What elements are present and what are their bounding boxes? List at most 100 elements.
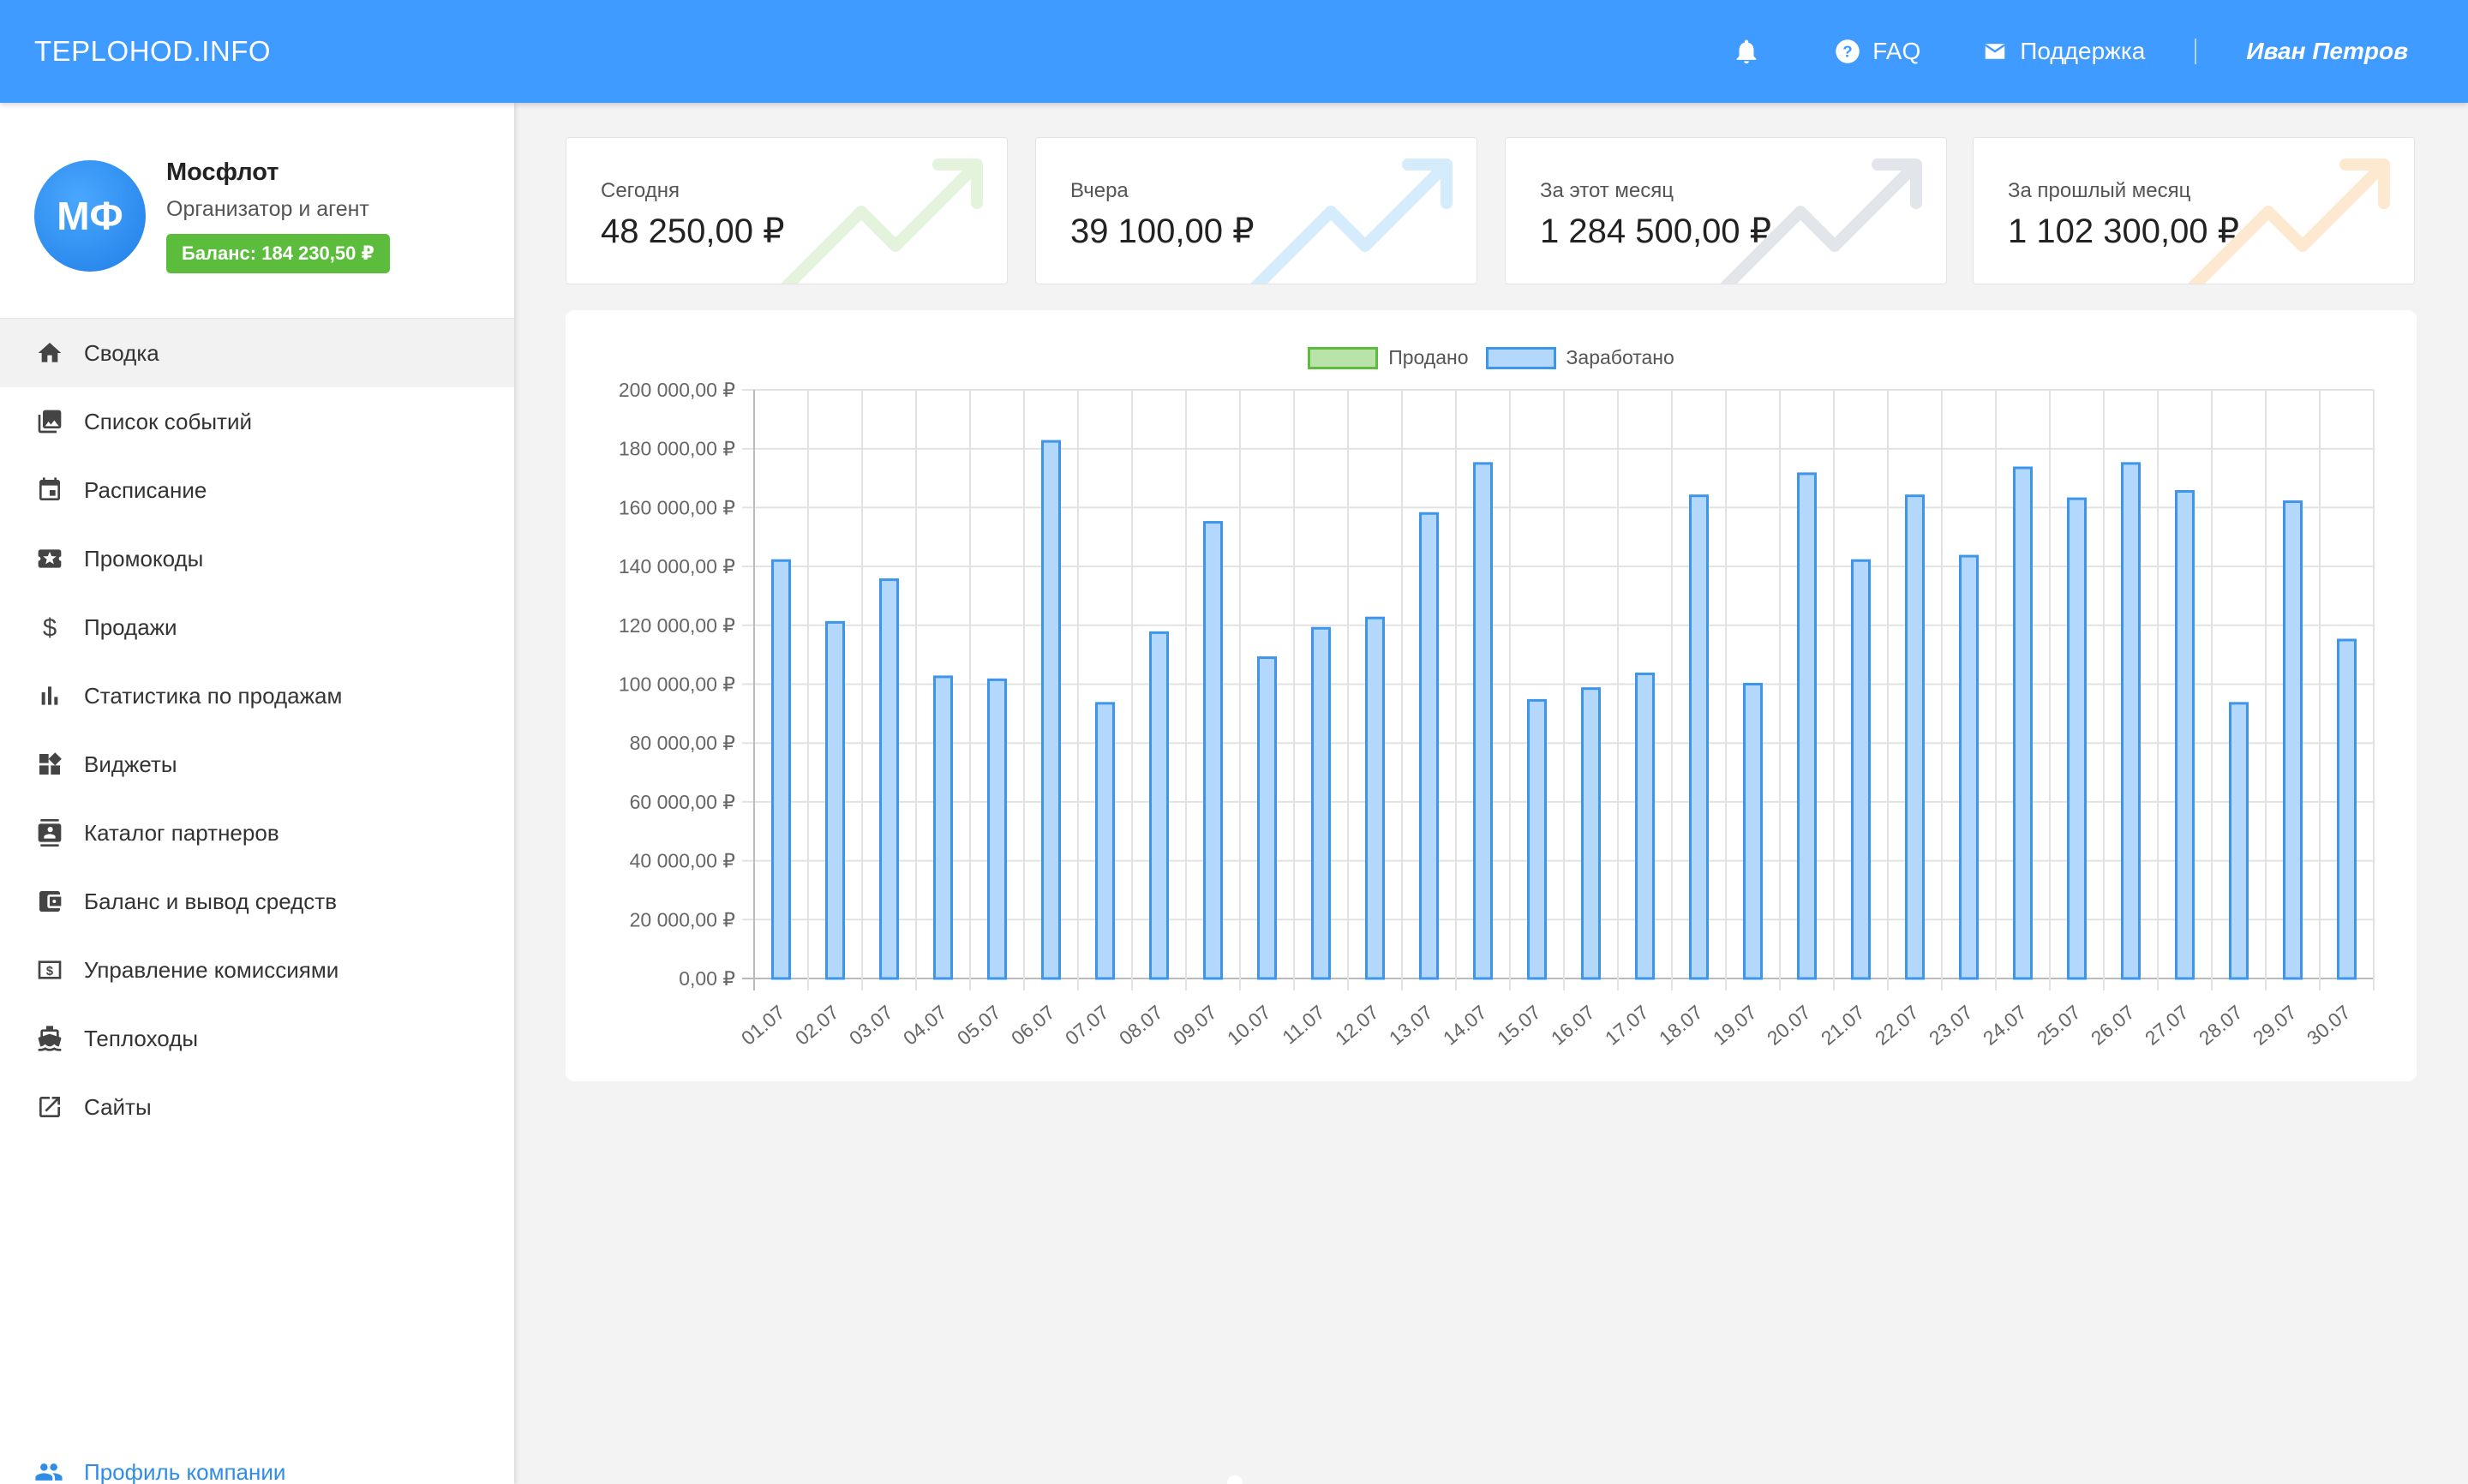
sidebar-item-sales[interactable]: $ Продажи xyxy=(0,593,514,661)
bar-earned xyxy=(1257,656,1277,980)
sidebar-item-label: Теплоходы xyxy=(84,1025,199,1051)
sidebar-item-label: Каталог партнеров xyxy=(84,819,279,846)
x-tick-label: 29.07 xyxy=(2249,1001,2301,1050)
y-tick-label: 200 000,00 ₽ xyxy=(619,379,735,401)
user-menu[interactable]: Иван Петров xyxy=(2246,38,2408,64)
y-tick-label: 0,00 ₽ xyxy=(679,967,735,990)
sales-bar-chart: 0,00 ₽ 20 000,00 ₽ 40 000,00 ₽ 60 000,00 ₽ 8… xyxy=(619,379,2375,1050)
sidebar-item-sites[interactable]: Сайты xyxy=(0,1073,514,1141)
x-tick-label: 01.07 xyxy=(737,1001,789,1050)
y-tick-label: 180 000,00 ₽ xyxy=(619,438,735,460)
bar-earned xyxy=(771,559,791,980)
bar-earned xyxy=(1419,512,1439,980)
stat-card-yesterday: Вчера 39 100,00 ₽ xyxy=(1035,137,1477,284)
sidebar-item-balance[interactable]: Баланс и вывод средств xyxy=(0,867,514,936)
organization-card: МФ Мосфлот Организатор и агент Баланс: 1… xyxy=(0,103,514,319)
sidebar-item-partners[interactable]: Каталог партнеров xyxy=(0,799,514,867)
bar-earned xyxy=(2337,638,2357,980)
stat-value: 39 100,00 ₽ xyxy=(1070,212,1255,250)
top-actions: ? FAQ Поддержка Иван Петров xyxy=(1670,37,2408,66)
bar-earned xyxy=(1905,494,1925,980)
x-tick-label: 03.07 xyxy=(845,1001,897,1050)
sidebar-item-label: Управление комиссиями xyxy=(84,956,339,983)
widgets-icon xyxy=(34,749,65,780)
organization-name: Мосфлот xyxy=(166,158,279,186)
bar-earned xyxy=(933,675,953,980)
sidebar-item-commissions[interactable]: $ Управление комиссиями xyxy=(0,936,514,1004)
bar-earned xyxy=(1203,521,1223,980)
x-tick-label: 25.07 xyxy=(2033,1001,2085,1050)
sidebar-item-events[interactable]: Список событий xyxy=(0,387,514,456)
stat-value: 1 102 300,00 ₽ xyxy=(2008,212,2240,250)
bar-earned xyxy=(1581,687,1601,980)
x-tick-label: 13.07 xyxy=(1385,1001,1437,1050)
legend-label-earned: Заработано xyxy=(1566,346,1674,368)
x-tick-label: 14.07 xyxy=(1439,1001,1491,1050)
x-tick-label: 08.07 xyxy=(1115,1001,1167,1050)
notifications-button[interactable] xyxy=(1732,37,1773,66)
bar-earned xyxy=(1095,702,1115,980)
scroll-indicator xyxy=(1227,1475,1243,1484)
bar-earned xyxy=(1851,559,1871,980)
x-tick-label: 06.07 xyxy=(1007,1001,1059,1050)
bar-earned xyxy=(2013,466,2033,980)
brand-logo[interactable]: TEPLOHOD.INFO xyxy=(34,35,272,67)
dollar-icon: $ xyxy=(34,612,65,643)
photo-library-icon xyxy=(34,406,65,437)
x-tick-label: 27.07 xyxy=(2141,1001,2193,1050)
sidebar-item-sales-stats[interactable]: Статистика по продажам xyxy=(0,661,514,730)
faq-label: FAQ xyxy=(1872,38,1921,64)
stat-label: За этот месяц xyxy=(1540,179,1674,202)
x-tick-label: 02.07 xyxy=(791,1001,843,1050)
x-tick-label: 23.07 xyxy=(1925,1001,1977,1050)
x-tick-label: 11.07 xyxy=(1278,1001,1329,1049)
sidebar-item-summary[interactable]: Сводка xyxy=(0,319,514,387)
sidebar-item-widgets[interactable]: Виджеты xyxy=(0,730,514,799)
y-tick-label: 160 000,00 ₽ xyxy=(619,496,735,518)
faq-link[interactable]: ? FAQ xyxy=(1835,38,1920,65)
sidebar-item-label: Статистика по продажам xyxy=(84,682,343,709)
sidebar-item-promocodes[interactable]: Промокоды xyxy=(0,524,514,593)
legend-item-earned[interactable]: Заработано xyxy=(1485,346,1674,369)
bar-earned xyxy=(825,620,845,980)
y-tick-label: 60 000,00 ₽ xyxy=(630,791,735,813)
x-tick-label: 26.07 xyxy=(2087,1001,2139,1050)
x-tick-label: 18.07 xyxy=(1655,1001,1707,1050)
avatar: МФ xyxy=(34,159,146,272)
bar-earned xyxy=(1041,440,1061,980)
x-tick-label: 15.07 xyxy=(1493,1001,1545,1050)
bar-earned xyxy=(1311,626,1331,980)
header-divider xyxy=(2195,39,2197,64)
calendar-icon xyxy=(34,475,65,506)
sidebar-nav: Сводка Список событий Расписание Промоко… xyxy=(0,319,514,1141)
legend-item-sold[interactable]: Продано xyxy=(1308,346,1469,369)
x-tick-label: 30.07 xyxy=(2303,1001,2355,1050)
x-tick-label: 10.07 xyxy=(1223,1001,1275,1050)
bar-earned xyxy=(987,678,1007,980)
home-icon xyxy=(34,338,65,368)
x-tick-label: 16.07 xyxy=(1547,1001,1599,1050)
stat-value: 48 250,00 ₽ xyxy=(601,212,785,250)
bar-earned xyxy=(1689,494,1709,980)
bar-earned xyxy=(1473,462,1493,980)
support-link[interactable]: Поддержка xyxy=(1982,38,2145,65)
sidebar-item-label: Продажи xyxy=(84,613,177,640)
x-tick-label: 22.07 xyxy=(1871,1001,1923,1050)
wallet-icon xyxy=(34,886,65,917)
bar-earned xyxy=(1365,616,1385,980)
y-tick-label: 80 000,00 ₽ xyxy=(630,732,735,754)
x-tick-label: 19.07 xyxy=(1709,1001,1761,1050)
external-link-icon xyxy=(34,1092,65,1122)
bar-earned xyxy=(1959,554,1979,980)
bar-earned xyxy=(2283,500,2303,980)
x-tick-label: 21.07 xyxy=(1817,1001,1869,1050)
sidebar-item-ships[interactable]: Теплоходы xyxy=(0,1004,514,1073)
sidebar-item-schedule[interactable]: Расписание xyxy=(0,456,514,524)
help-circle-icon: ? xyxy=(1836,39,1860,63)
trend-up-icon xyxy=(1250,159,1453,284)
sidebar-item-label: Расписание xyxy=(84,476,207,503)
bar-earned xyxy=(1149,631,1169,980)
company-profile-link[interactable]: Профиль компании xyxy=(34,1457,285,1484)
bar-earned xyxy=(2067,497,2087,980)
bar-earned xyxy=(2121,462,2141,980)
